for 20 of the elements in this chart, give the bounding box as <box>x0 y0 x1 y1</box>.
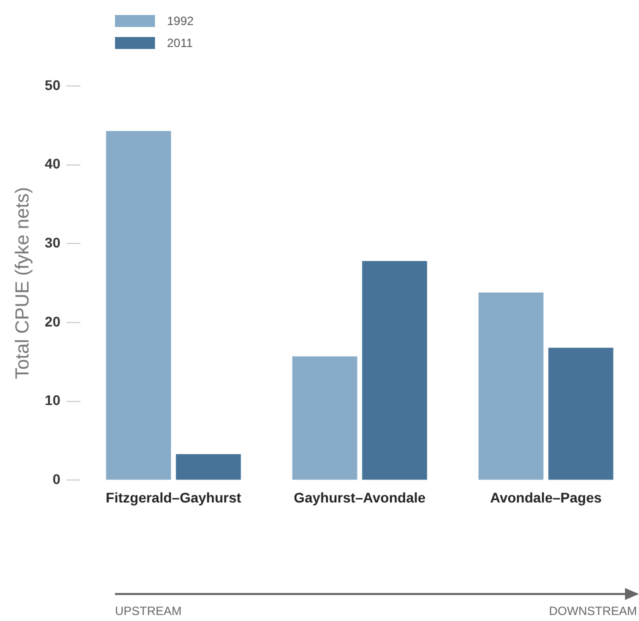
y-tick-label: 50 <box>44 76 61 93</box>
text: DOWNSTREAM <box>549 604 637 618</box>
bar <box>362 261 428 480</box>
y-tick-label: 0 <box>52 471 61 488</box>
text: UPSTREAM <box>115 604 182 618</box>
legend-label: 1992 <box>167 14 194 28</box>
bar <box>176 454 241 480</box>
bar <box>548 348 614 480</box>
x-tick-label: Gayhurst–Avondale <box>294 489 426 506</box>
y-tick-label: 10 <box>44 392 61 408</box>
y-tick-label: 30 <box>44 234 61 251</box>
bar <box>106 130 172 480</box>
bar <box>292 356 358 480</box>
y-axis-title: Total CPUE (fyke nets) <box>12 187 34 380</box>
bar <box>478 292 544 480</box>
x-tick-label: Fitzgerald–Gayhurst <box>106 489 242 506</box>
y-tick-label: 20 <box>44 313 61 330</box>
legend-label: 2011 <box>167 36 193 50</box>
y-tick-label: 40 <box>44 156 61 172</box>
x-tick-label: Avondale–Pages <box>490 489 602 506</box>
